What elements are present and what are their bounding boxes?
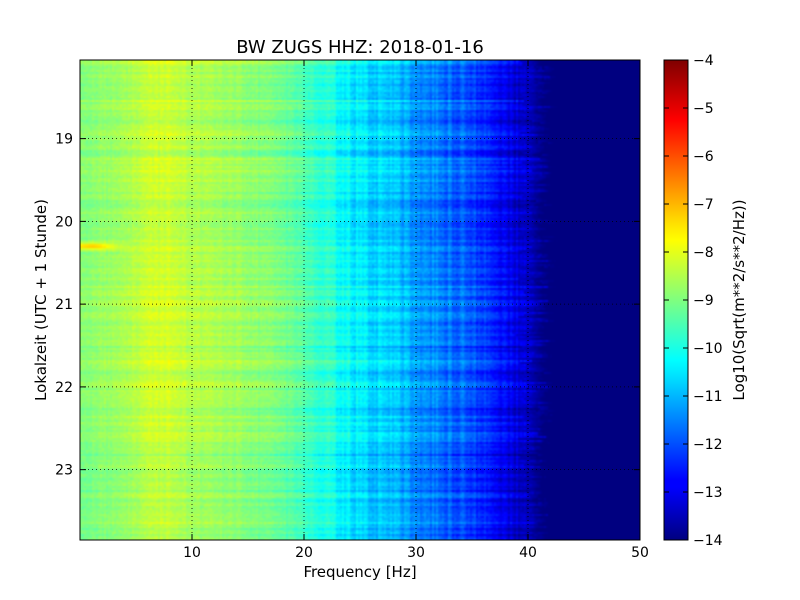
y-tick-label: 22: [55, 380, 73, 396]
x-tick-label: 20: [295, 545, 313, 561]
colorbar-tick-label: −9: [693, 293, 714, 309]
x-tick-label: 30: [407, 545, 425, 561]
colorbar-tick-label: −7: [693, 197, 714, 213]
colorbar-tick-label: −13: [693, 485, 723, 501]
colorbar-tick-label: −12: [693, 437, 723, 453]
x-axis-label: Frequency [Hz]: [303, 563, 416, 581]
colorbar-label: Log10(Sqrt(m**2/s**2/Hz)): [730, 199, 748, 400]
chart-title: BW ZUGS HHZ: 2018-01-16: [236, 37, 484, 58]
y-tick-label: 23: [55, 463, 73, 479]
x-tick-label: 50: [631, 545, 649, 561]
colorbar-tick-label: −8: [693, 245, 714, 261]
y-axis-label: Lokalzeit (UTC + 1 Stunde): [32, 199, 50, 401]
x-tick-label: 40: [519, 545, 537, 561]
colorbar-tick-label: −10: [693, 341, 723, 357]
grid-lines: [80, 60, 640, 540]
y-axis-ticks: 19 20 21 22 23: [55, 132, 640, 479]
x-tick-label: 10: [183, 545, 201, 561]
spectrogram-plot: 10 20 30 40 50 19 20 21 22 23: [55, 59, 649, 561]
colorbar-tick-label: −14: [693, 533, 723, 549]
x-axis-ticks: 10 20 30 40 50: [183, 60, 649, 561]
y-tick-label: 21: [55, 297, 73, 313]
y-tick-label: 20: [55, 214, 73, 230]
colorbar: −4 −5 −6 −7 −8 −9 −10 −11 −12 −13 −14 Log10(Sqrt(m…: [663, 53, 748, 549]
colorbar-ticks: −4 −5 −6 −7 −8 −9 −10 −11 −12 −13 −14: [664, 53, 723, 549]
spectrogram-heatmap: [80, 60, 640, 540]
colorbar-tick-label: −4: [693, 53, 714, 69]
plot-frame: [79, 59, 641, 541]
colorbar-tick-label: −6: [693, 149, 714, 165]
y-tick-label: 19: [55, 132, 73, 148]
colorbar-tick-label: −11: [693, 389, 723, 405]
colorbar-tick-label: −5: [693, 101, 714, 117]
